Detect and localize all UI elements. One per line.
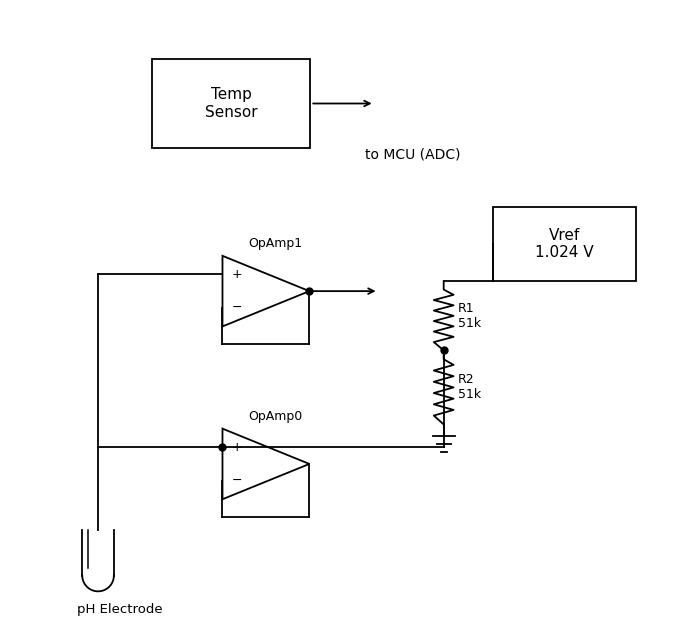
Text: Vref
1.024 V: Vref 1.024 V [535,228,594,261]
Text: −: − [232,302,242,314]
Text: R1
51k: R1 51k [458,302,481,330]
Text: +: + [232,440,242,453]
Text: OpAmp1: OpAmp1 [249,237,303,250]
Text: R2
51k: R2 51k [458,373,481,401]
Text: +: + [232,268,242,281]
Text: −: − [232,474,242,487]
Text: pH Electrode: pH Electrode [77,603,163,616]
Text: Temp
Sensor: Temp Sensor [205,87,258,119]
Text: OpAmp0: OpAmp0 [249,410,303,423]
Text: to MCU (ADC): to MCU (ADC) [365,148,460,162]
